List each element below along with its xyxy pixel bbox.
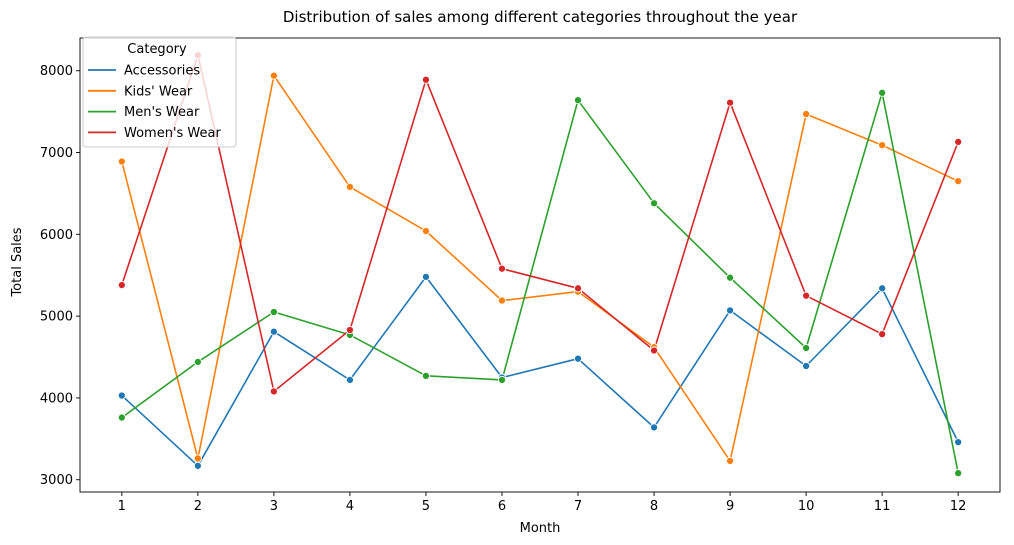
legend-entry: Kids' Wear xyxy=(124,84,193,99)
plot-frame xyxy=(79,37,1001,493)
x-tick-label: 7 xyxy=(574,499,582,514)
series-2-point xyxy=(726,273,735,282)
series-2-point xyxy=(269,307,278,317)
series-1-point xyxy=(117,157,126,166)
legend-entry: Accessories xyxy=(124,64,200,79)
x-tick-label: 1 xyxy=(118,499,126,514)
series-2-point xyxy=(421,371,431,380)
y-tick-label: 7000 xyxy=(40,146,73,161)
legend-title: Category xyxy=(127,42,187,57)
x-tick-label: 8 xyxy=(650,499,658,514)
series-3-point xyxy=(345,325,354,335)
series-1-point xyxy=(497,296,507,305)
x-tick-label: 11 xyxy=(874,499,891,514)
series-1-point xyxy=(193,454,202,463)
x-tick-label: 5 xyxy=(422,499,430,514)
legend-box xyxy=(82,36,237,148)
series-2-point xyxy=(117,413,126,422)
x-tick-label: 6 xyxy=(498,499,506,514)
series-1-point xyxy=(345,182,354,191)
series-2-point xyxy=(878,88,887,97)
series-2-point xyxy=(573,96,583,105)
series-0-point xyxy=(726,306,735,315)
series-1-point xyxy=(269,71,278,80)
x-tick-label: 2 xyxy=(194,499,202,514)
y-axis-label: Total Sales xyxy=(10,227,25,297)
y-tick-label: 6000 xyxy=(40,228,73,243)
series-0-point xyxy=(345,375,354,384)
chart-title: Distribution of sales among different ca… xyxy=(283,8,798,26)
series-0-point xyxy=(802,361,811,371)
series-2-point xyxy=(802,343,811,353)
series-3-point xyxy=(649,346,659,355)
series-3-point xyxy=(269,387,278,396)
series-0-point xyxy=(117,391,126,400)
series-0-point xyxy=(269,327,278,336)
series-3-point xyxy=(497,264,507,273)
series-1-point xyxy=(802,110,811,119)
series-line-1 xyxy=(121,74,959,462)
x-tick-label: 3 xyxy=(270,499,278,514)
x-tick-label: 4 xyxy=(346,499,354,514)
series-1-point xyxy=(878,141,887,150)
series-3-point xyxy=(421,75,431,84)
series-2-point xyxy=(193,357,202,366)
legend: Category Accessories Kids' Wear Men's Wear W… xyxy=(82,36,237,148)
series-2-point xyxy=(649,199,659,208)
y-tick-label: 4000 xyxy=(40,391,73,406)
series-3-point xyxy=(117,280,126,290)
x-axis-label: Month xyxy=(520,521,561,536)
series-1-point xyxy=(421,227,431,236)
y-tick-label: 3000 xyxy=(40,473,73,488)
series-1-point xyxy=(954,177,963,186)
x-tick-label: 12 xyxy=(950,499,967,514)
y-tick-label: 8000 xyxy=(40,64,73,79)
series-3-point xyxy=(573,284,583,293)
x-tick-label: 10 xyxy=(798,499,815,514)
series-line-3 xyxy=(121,54,959,393)
series-0-point xyxy=(878,284,887,293)
series-3-point xyxy=(726,98,735,107)
y-tick-label: 5000 xyxy=(40,310,73,325)
series-2-point xyxy=(497,375,507,384)
series-1-point xyxy=(726,456,735,465)
series-line-2 xyxy=(121,92,959,474)
series-3-point xyxy=(954,137,963,146)
series-0-point xyxy=(193,461,202,470)
series-0-point xyxy=(573,354,583,363)
series-3-point xyxy=(802,291,811,300)
x-tick-label: 9 xyxy=(726,499,734,514)
series-0-point xyxy=(649,423,659,432)
legend-entry: Women's Wear xyxy=(124,126,221,141)
series-2-point xyxy=(954,469,963,478)
series-0-point xyxy=(421,272,431,281)
series-line-0 xyxy=(121,276,959,467)
legend-entry: Men's Wear xyxy=(124,105,200,120)
series-3-point xyxy=(878,330,887,339)
series-0-point xyxy=(954,438,963,447)
